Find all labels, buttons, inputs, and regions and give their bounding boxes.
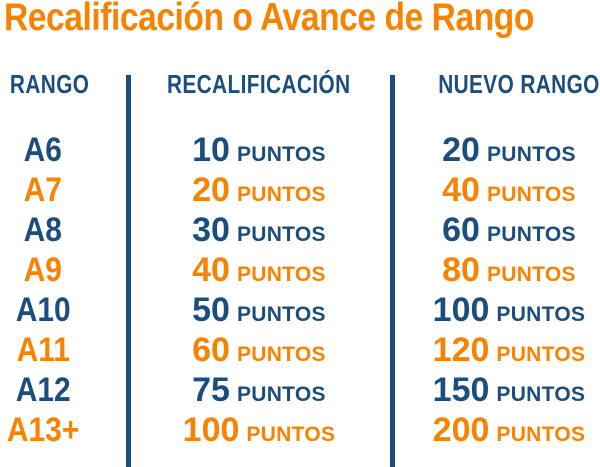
puntos-label: PUNTOS [236, 263, 326, 286]
column-divider-1 [126, 75, 131, 467]
recalificacion-value: 40 [192, 251, 230, 289]
rango-cell: A9 [0, 250, 86, 290]
nuevo-rango-value: 150 [432, 371, 490, 409]
rango-value: A7 [23, 171, 63, 209]
nuevo-rango-value: 200 [432, 411, 490, 449]
column-header-recalificacion: RECALIFICACIÓN [127, 70, 391, 98]
nuevo-rango-cell: 40 PUNTOS [418, 170, 600, 210]
rango-cell: A6 [0, 130, 86, 170]
rango-cell: A10 [0, 290, 86, 330]
recalificacion-cell: 20 PUNTOS [127, 170, 391, 210]
rango-value: A12 [15, 371, 71, 409]
table-row: A11 60 PUNTOS 120 PUNTOS [0, 330, 600, 370]
rango-cell: A11 [0, 330, 86, 370]
nuevo-rango-value: 80 [442, 251, 480, 289]
table-row: A6 10 PUNTOS 20 PUNTOS [0, 130, 600, 170]
puntos-label: PUNTOS [246, 423, 336, 446]
puntos-label: PUNTOS [236, 303, 326, 326]
nuevo-rango-value: 100 [432, 291, 490, 329]
recalificacion-cell: 40 PUNTOS [127, 250, 391, 290]
column-header-nuevo-rango-label: NUEVO RANGO [438, 69, 600, 99]
puntos-label: PUNTOS [486, 223, 576, 246]
table-row: A7 20 PUNTOS 40 PUNTOS [0, 170, 600, 210]
nuevo-rango-cell: 200 PUNTOS [418, 410, 600, 450]
recalificacion-value: 20 [192, 171, 230, 209]
nuevo-rango-value: 20 [442, 131, 480, 169]
table-row: A12 75 PUNTOS 150 PUNTOS [0, 370, 600, 410]
puntos-label: PUNTOS [236, 223, 326, 246]
rango-cell: A13+ [0, 410, 86, 450]
puntos-label: PUNTOS [496, 383, 586, 406]
rango-cell: A12 [0, 370, 86, 410]
recalificacion-value: 10 [192, 131, 230, 169]
puntos-label: PUNTOS [236, 143, 326, 166]
column-header-nuevo-rango: NUEVO RANGO [418, 70, 600, 98]
puntos-label: PUNTOS [236, 183, 326, 206]
column-divider-2 [390, 75, 395, 467]
rango-value: A10 [15, 291, 71, 329]
recalificacion-value: 75 [192, 371, 230, 409]
table-rows: A6 10 PUNTOS 20 PUNTOS A7 20 PUNTOS 40 PUNTO… [0, 130, 600, 450]
recalificacion-cell: 100 PUNTOS [127, 410, 391, 450]
column-header-rango-label: RANGO [9, 69, 90, 99]
nuevo-rango-cell: 150 PUNTOS [418, 370, 600, 410]
table-row: A8 30 PUNTOS 60 PUNTOS [0, 210, 600, 250]
column-header-rango: RANGO [0, 69, 90, 99]
table-row: A13+ 100 PUNTOS 200 PUNTOS [0, 410, 600, 450]
rango-value: A13+ [6, 411, 80, 449]
recalificacion-cell: 10 PUNTOS [127, 130, 391, 170]
nuevo-rango-cell: 120 PUNTOS [418, 330, 600, 370]
recalificacion-value: 50 [192, 291, 230, 329]
puntos-label: PUNTOS [496, 423, 586, 446]
table-row: A9 40 PUNTOS 80 PUNTOS [0, 250, 600, 290]
puntos-label: PUNTOS [236, 383, 326, 406]
puntos-label: PUNTOS [236, 343, 326, 366]
recalificacion-cell: 50 PUNTOS [127, 290, 391, 330]
rango-cell: A8 [0, 210, 86, 250]
rango-cell: A7 [0, 170, 86, 210]
nuevo-rango-value: 120 [432, 331, 490, 369]
puntos-label: PUNTOS [496, 343, 586, 366]
puntos-label: PUNTOS [486, 143, 576, 166]
recalificacion-value: 60 [192, 331, 230, 369]
nuevo-rango-cell: 100 PUNTOS [418, 290, 600, 330]
nuevo-rango-cell: 20 PUNTOS [418, 130, 600, 170]
recalificacion-cell: 75 PUNTOS [127, 370, 391, 410]
rango-value: A6 [23, 131, 63, 169]
rango-value: A9 [23, 251, 63, 289]
recalificacion-cell: 30 PUNTOS [127, 210, 391, 250]
table-row: A10 50 PUNTOS 100 PUNTOS [0, 290, 600, 330]
nuevo-rango-value: 60 [442, 211, 480, 249]
nuevo-rango-value: 40 [442, 171, 480, 209]
recalificacion-value: 100 [182, 411, 240, 449]
column-header-recalificacion-label: RECALIFICACIÓN [167, 69, 351, 99]
puntos-label: PUNTOS [496, 303, 586, 326]
nuevo-rango-cell: 60 PUNTOS [418, 210, 600, 250]
puntos-label: PUNTOS [486, 183, 576, 206]
rango-value: A11 [16, 331, 70, 369]
table-header-row: RANGO RECALIFICACIÓN NUEVO RANGO [0, 70, 600, 98]
recalificacion-value: 30 [192, 211, 230, 249]
page-title: Recalificación o Avance de Rango [4, 0, 534, 39]
nuevo-rango-cell: 80 PUNTOS [418, 250, 600, 290]
recalificacion-cell: 60 PUNTOS [127, 330, 391, 370]
puntos-label: PUNTOS [486, 263, 576, 286]
rango-value: A8 [23, 211, 63, 249]
